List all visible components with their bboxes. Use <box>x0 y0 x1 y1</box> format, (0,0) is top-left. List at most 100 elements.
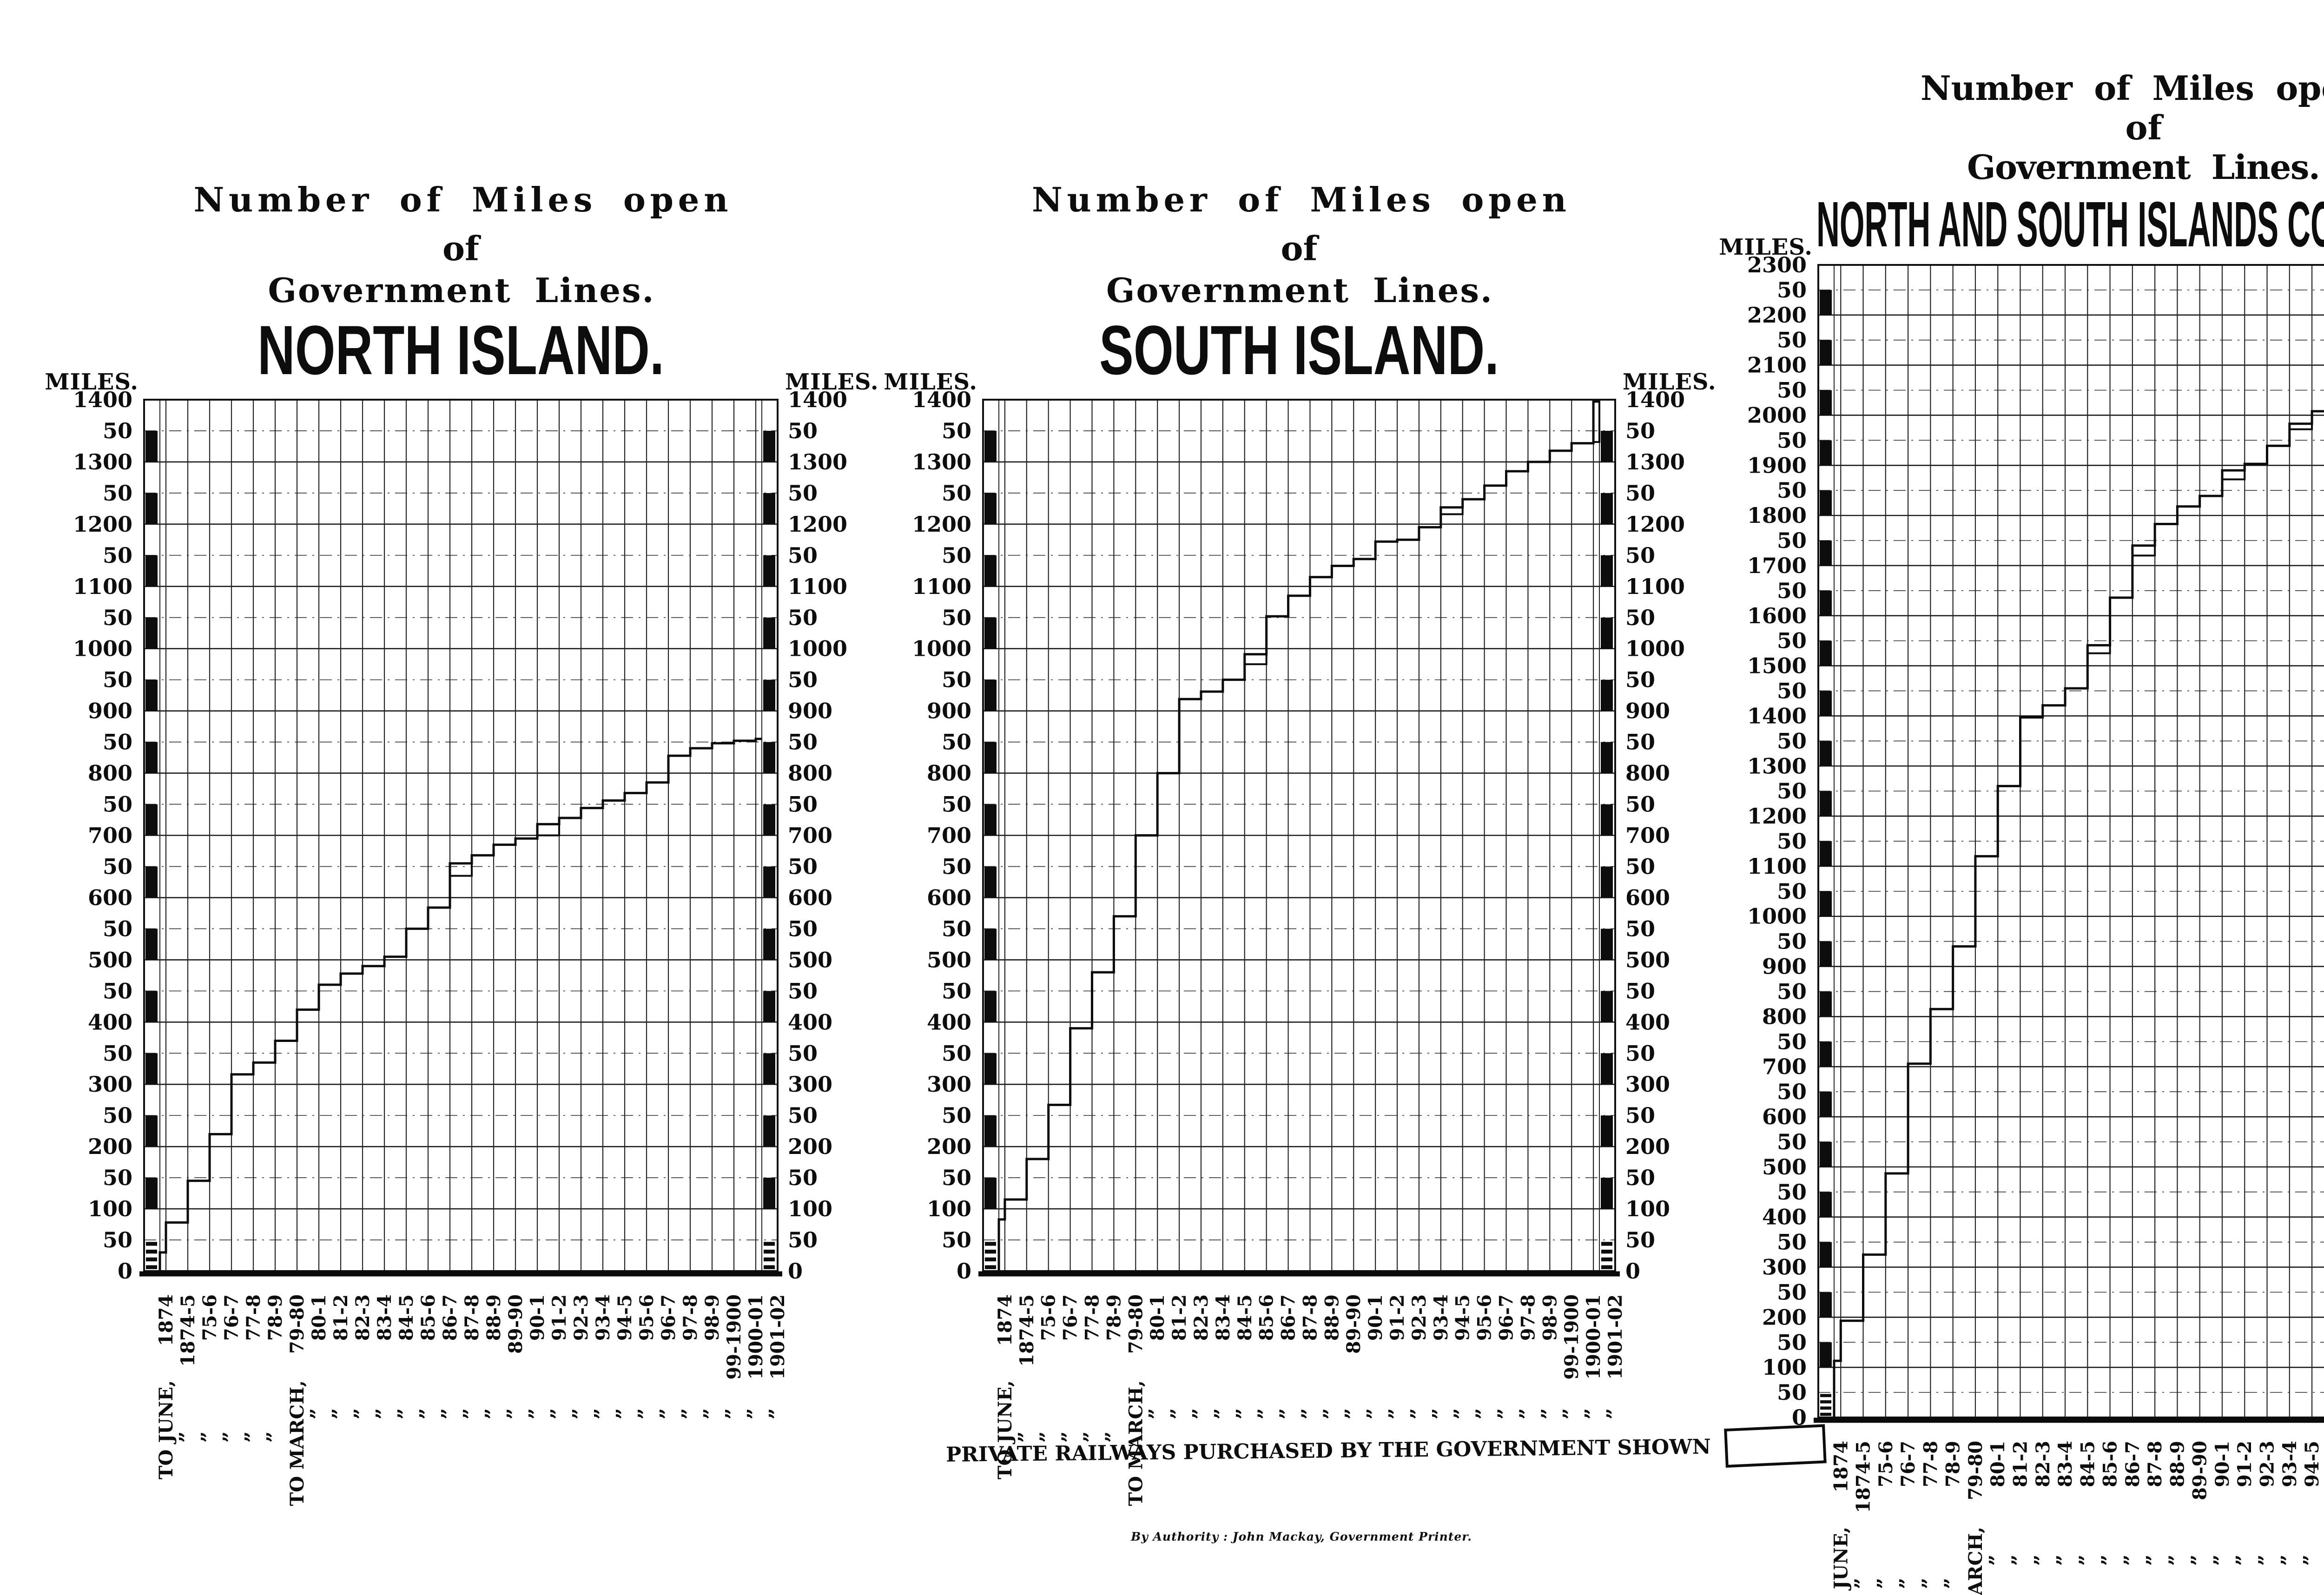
purchase-box-87-8 <box>2131 544 2156 557</box>
y-tick-label: 50 <box>1625 916 1655 941</box>
ditto-mark: ” <box>678 1408 700 1419</box>
y-tick-label: 50 <box>788 1103 818 1128</box>
ditto-mark: ” <box>1873 1578 1896 1589</box>
y-tick-label: 50 <box>1777 979 1807 1004</box>
ditto-mark: ” <box>416 1408 438 1419</box>
y-tick-label: 50 <box>1777 478 1807 503</box>
ditto-mark: ” <box>2007 1555 2030 1566</box>
ditto-mark: ” <box>306 1408 329 1419</box>
ditto-mark: ” <box>721 1408 744 1419</box>
y-tick-label: 50 <box>942 916 971 941</box>
x-tick-label: 98-9 <box>1539 1294 1561 1341</box>
y-tick-label: 400 <box>88 1009 132 1035</box>
x-tick-label: 95-6 <box>636 1294 658 1341</box>
y-tick-label: 1200 <box>912 512 971 537</box>
ditto-mark: ” <box>1014 1431 1037 1443</box>
x-tick-label: 92-3 <box>1408 1294 1430 1341</box>
y-tick-label: 500 <box>1762 1154 1807 1180</box>
y-tick-label: 300 <box>1625 1072 1670 1097</box>
ditto-mark: ” <box>2030 1555 2053 1566</box>
y-tick-label: 50 <box>1777 428 1807 453</box>
x-tick-label: 1901-02 <box>1604 1294 1626 1380</box>
y-tick-label: 50 <box>1777 328 1807 353</box>
x-tick-label: 1874 <box>994 1294 1016 1346</box>
y-tick-label: 800 <box>1625 761 1670 786</box>
x-tick-label: 78-9 <box>264 1294 286 1341</box>
x-tick-label: 80-1 <box>1147 1294 1169 1341</box>
y-tick-label: 50 <box>788 1165 818 1190</box>
y-tick-label: 50 <box>788 667 818 692</box>
x-tick-label: 93-4 <box>2279 1441 2301 1487</box>
y-tick-label: 50 <box>1777 1079 1807 1104</box>
y-tick-label: 1000 <box>912 636 971 661</box>
y-tick-label: 300 <box>1762 1255 1807 1280</box>
y-tick-label: 1800 <box>1747 503 1807 528</box>
y-tick-label: 600 <box>1625 885 1670 910</box>
ditto-mark: ” <box>2053 1555 2075 1566</box>
y-tick-label: 50 <box>103 1041 132 1066</box>
y-tick-label: 900 <box>1625 699 1670 724</box>
y-tick-label: 50 <box>103 978 132 1003</box>
y-tick-label: 1100 <box>788 574 847 599</box>
y-tick-label: 600 <box>1762 1104 1807 1129</box>
y-tick-label: 50 <box>1625 418 1655 443</box>
y-axis-title: MILES. <box>45 369 139 395</box>
x-axis-note: TO MARCH, <box>286 1380 308 1506</box>
y-tick-label: 50 <box>1777 728 1807 753</box>
y-tick-label: 50 <box>942 418 971 443</box>
ditto-mark: ” <box>2232 1555 2255 1566</box>
ditto-mark: ” <box>437 1408 460 1419</box>
x-tick-label: 79-80 <box>1125 1294 1147 1354</box>
x-tick-label: 87-8 <box>461 1294 483 1341</box>
y-tick-label: 1900 <box>1747 453 1807 478</box>
ditto-mark: ” <box>1363 1408 1386 1419</box>
y-tick-label: 50 <box>1625 605 1655 630</box>
y-tick-label: 1200 <box>1625 512 1685 537</box>
ditto-mark: ” <box>634 1408 657 1419</box>
y-tick-label: 50 <box>942 481 971 506</box>
ditto-mark: ” <box>765 1408 788 1419</box>
y-tick-label: 1100 <box>73 574 132 599</box>
x-tick-label: 81-2 <box>1169 1294 1190 1341</box>
y-tick-label: 800 <box>788 761 832 786</box>
ditto-mark: ” <box>241 1431 264 1443</box>
y-tick-label: 1200 <box>788 512 847 537</box>
y-tick-label: 800 <box>88 761 132 786</box>
x-tick-label: 76-7 <box>1060 1294 1082 1341</box>
x-tick-label: 92-3 <box>570 1294 592 1341</box>
x-tick-label: 75-6 <box>1875 1441 1897 1487</box>
ditto-mark: ” <box>1581 1408 1604 1419</box>
x-tick-label: 95-6 <box>1474 1294 1496 1341</box>
y-tick-label: 50 <box>103 605 132 630</box>
y-tick-label: 1400 <box>788 387 847 412</box>
ditto-mark: ” <box>743 1408 766 1419</box>
y-tick-label: 50 <box>942 1041 971 1066</box>
chart-title-line: Government Lines. <box>268 270 654 310</box>
y-tick-label: 1100 <box>912 574 971 599</box>
chart-title-line: Number of Miles open <box>1921 68 2324 108</box>
y-tick-label: 50 <box>103 854 132 879</box>
ditto-mark: ” <box>1851 1578 1874 1589</box>
chart-heading: SOUTH ISLAND. <box>1099 311 1499 389</box>
y-tick-label: 50 <box>103 792 132 817</box>
y-tick-label: 50 <box>1777 1380 1807 1405</box>
purchase-box-91-2 <box>536 823 560 837</box>
chart-title-line: Number of Miles open <box>1032 180 1566 219</box>
y-tick-label: 1200 <box>73 512 132 537</box>
ditto-mark: ” <box>263 1431 285 1443</box>
x-tick-label: 1901-02 <box>767 1294 789 1380</box>
y-tick-label: 50 <box>1625 1227 1655 1252</box>
y-tick-label: 50 <box>1625 481 1655 506</box>
x-tick-label: 88-9 <box>1321 1294 1343 1341</box>
y-tick-label: 50 <box>788 605 818 630</box>
x-tick-label: 79-80 <box>286 1294 308 1354</box>
y-tick-label: 1000 <box>73 636 132 661</box>
ditto-mark: ” <box>394 1408 416 1419</box>
ditto-mark: ” <box>1319 1408 1342 1419</box>
x-tick-label: 91-2 <box>1386 1294 1408 1341</box>
ditto-mark: ” <box>590 1408 613 1419</box>
x-tick-label: 85-6 <box>2100 1441 2121 1487</box>
y-tick-label: 50 <box>1777 1129 1807 1154</box>
y-tick-label: 50 <box>103 481 132 506</box>
y-tick-label: 1700 <box>1747 553 1807 578</box>
